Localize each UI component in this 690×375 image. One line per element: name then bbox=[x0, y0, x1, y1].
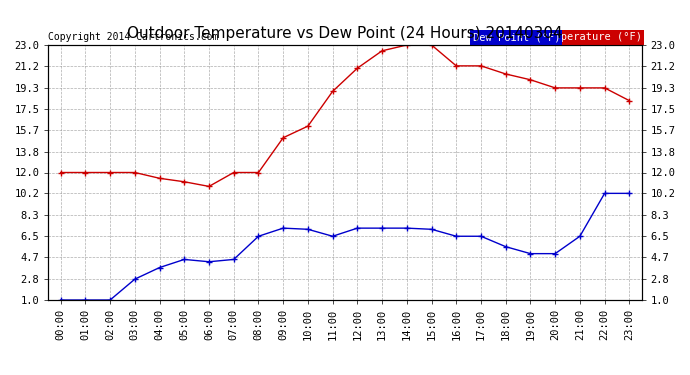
Title: Outdoor Temperature vs Dew Point (24 Hours) 20140304: Outdoor Temperature vs Dew Point (24 Hou… bbox=[127, 26, 563, 41]
Text: Dew Point (°F): Dew Point (°F) bbox=[473, 33, 560, 42]
Text: Temperature (°F): Temperature (°F) bbox=[542, 33, 642, 42]
Text: Copyright 2014 Cartronics.com: Copyright 2014 Cartronics.com bbox=[48, 33, 219, 42]
